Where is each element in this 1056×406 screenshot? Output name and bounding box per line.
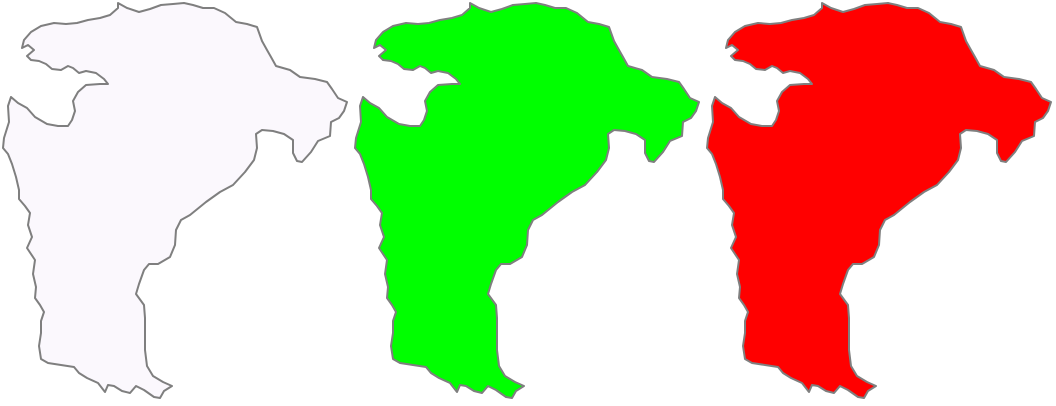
region-3-group [706,2,1052,399]
region-shape-2 [354,2,700,399]
region-1-group [2,2,348,399]
region-2-group [354,2,700,399]
region-shape-1 [2,2,348,399]
region-shape-3 [706,2,1052,399]
